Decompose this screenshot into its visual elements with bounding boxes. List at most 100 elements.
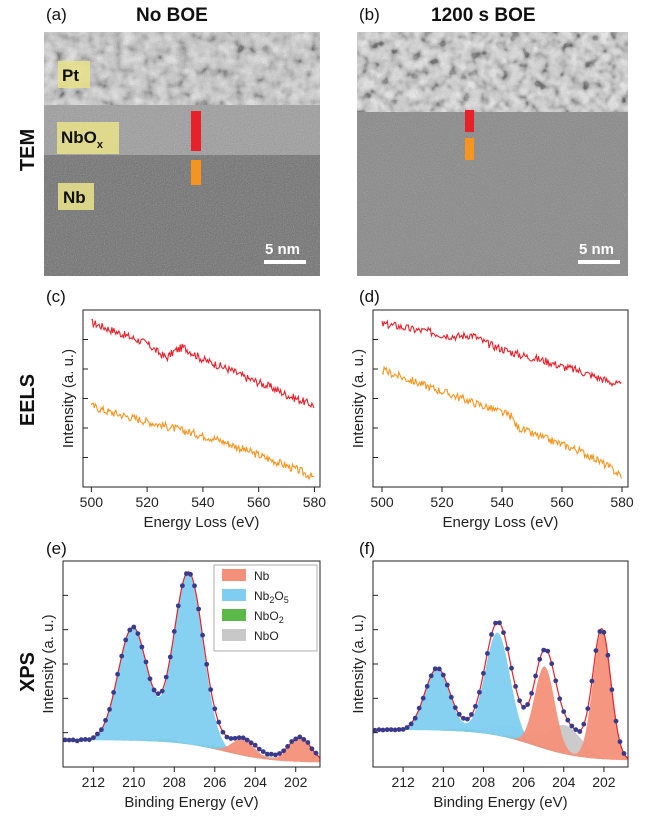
data-point — [175, 603, 181, 609]
data-point — [184, 571, 189, 576]
data-point — [436, 666, 442, 672]
data-point — [66, 737, 72, 743]
data-point — [147, 676, 153, 682]
panel-letter-b: (b) — [359, 5, 380, 24]
data-point — [593, 648, 599, 653]
row-label-tem: TEM — [17, 129, 39, 171]
x-tick-label: 560 — [247, 494, 271, 510]
data-point — [465, 716, 470, 722]
x-tick-label: 500 — [370, 494, 394, 510]
legend-swatch-nb2o5 — [222, 589, 246, 601]
data-point — [293, 736, 299, 742]
data-point — [388, 727, 394, 732]
data-point — [155, 691, 161, 697]
data-point — [86, 737, 92, 743]
data-point — [517, 698, 522, 704]
column-title-no-boe: No BOE — [136, 5, 208, 26]
data-point — [477, 689, 482, 695]
data-point — [432, 666, 438, 672]
oxide-marker-b — [465, 110, 474, 132]
eels-series-oxide — [381, 319, 622, 387]
x-tick-label: 580 — [610, 494, 634, 510]
data-point — [581, 721, 587, 727]
data-point — [549, 661, 555, 667]
data-point — [236, 735, 242, 741]
data-point — [63, 737, 68, 743]
data-point — [200, 632, 206, 638]
data-point — [505, 646, 510, 652]
nbox-label: NbOx — [61, 128, 104, 151]
x-tick-label: 204 — [244, 774, 268, 790]
legend-label-nbo2: NbO2 — [254, 609, 284, 625]
eels-chart-no-boe: 500 520 540 560 580 Energy Loss (eV) Intensity… — [60, 309, 326, 531]
data-point — [448, 694, 454, 700]
data-point — [70, 737, 76, 743]
data-point — [95, 731, 100, 737]
data-point — [163, 674, 169, 680]
data-point — [621, 751, 627, 756]
data-point — [212, 706, 218, 712]
oxide-marker-a — [191, 111, 201, 151]
data-point — [557, 696, 563, 702]
data-point — [127, 627, 133, 633]
data-point — [525, 702, 530, 707]
x-tick-label: 206 — [512, 774, 536, 790]
data-point — [228, 736, 234, 741]
x-tick-label: 500 — [80, 494, 104, 510]
data-point — [497, 620, 502, 626]
data-point — [509, 665, 514, 671]
data-point — [91, 735, 96, 741]
xps-chart-boe: 212 210 208 206 204 202 Binding Energy (eV) Int… — [350, 560, 629, 811]
component-nb — [373, 631, 628, 761]
data-point — [78, 737, 84, 743]
data-point — [473, 703, 478, 709]
data-point — [412, 715, 418, 721]
data-point — [252, 742, 258, 748]
data-point — [420, 695, 426, 701]
data-point — [277, 751, 282, 756]
data-point — [501, 630, 506, 635]
data-point — [220, 729, 226, 735]
data-point — [613, 718, 619, 724]
data-point — [396, 727, 402, 732]
data-point — [103, 717, 108, 723]
plot-area — [63, 571, 320, 763]
data-point — [285, 744, 290, 749]
legend-label-nbo: NbO — [254, 629, 279, 643]
data-point — [297, 734, 303, 740]
data-point — [224, 734, 230, 740]
data-point — [119, 653, 125, 659]
data-point — [617, 739, 623, 745]
x-tick-label: 560 — [550, 494, 574, 510]
data-point — [123, 637, 129, 643]
data-point — [167, 654, 173, 660]
x-tick-label: 208 — [163, 774, 187, 790]
data-point — [589, 678, 595, 684]
pt-label-bg — [58, 61, 90, 88]
data-point — [585, 706, 591, 711]
data-point — [135, 631, 141, 636]
data-point — [513, 684, 518, 689]
data-point — [601, 629, 607, 635]
x-axis-title: Energy Loss (eV) — [443, 514, 559, 531]
data-point — [99, 727, 104, 733]
data-point — [408, 721, 414, 727]
x-tick-label: 206 — [203, 774, 227, 790]
data-point — [74, 738, 80, 744]
data-point — [204, 661, 210, 667]
x-axis-title: Binding Energy (eV) — [433, 794, 567, 811]
data-point — [424, 683, 430, 689]
data-point — [240, 735, 246, 741]
data-point — [115, 671, 120, 677]
data-point — [456, 711, 462, 717]
data-point — [269, 751, 274, 757]
eels-series-oxide — [91, 318, 315, 409]
data-point — [609, 687, 615, 693]
legend-swatch-nb — [222, 569, 246, 581]
data-point — [301, 737, 307, 742]
scale-bar-label-a: 5 nm — [265, 241, 300, 258]
data-point — [461, 715, 466, 721]
data-point — [305, 740, 311, 745]
data-point — [111, 690, 116, 695]
